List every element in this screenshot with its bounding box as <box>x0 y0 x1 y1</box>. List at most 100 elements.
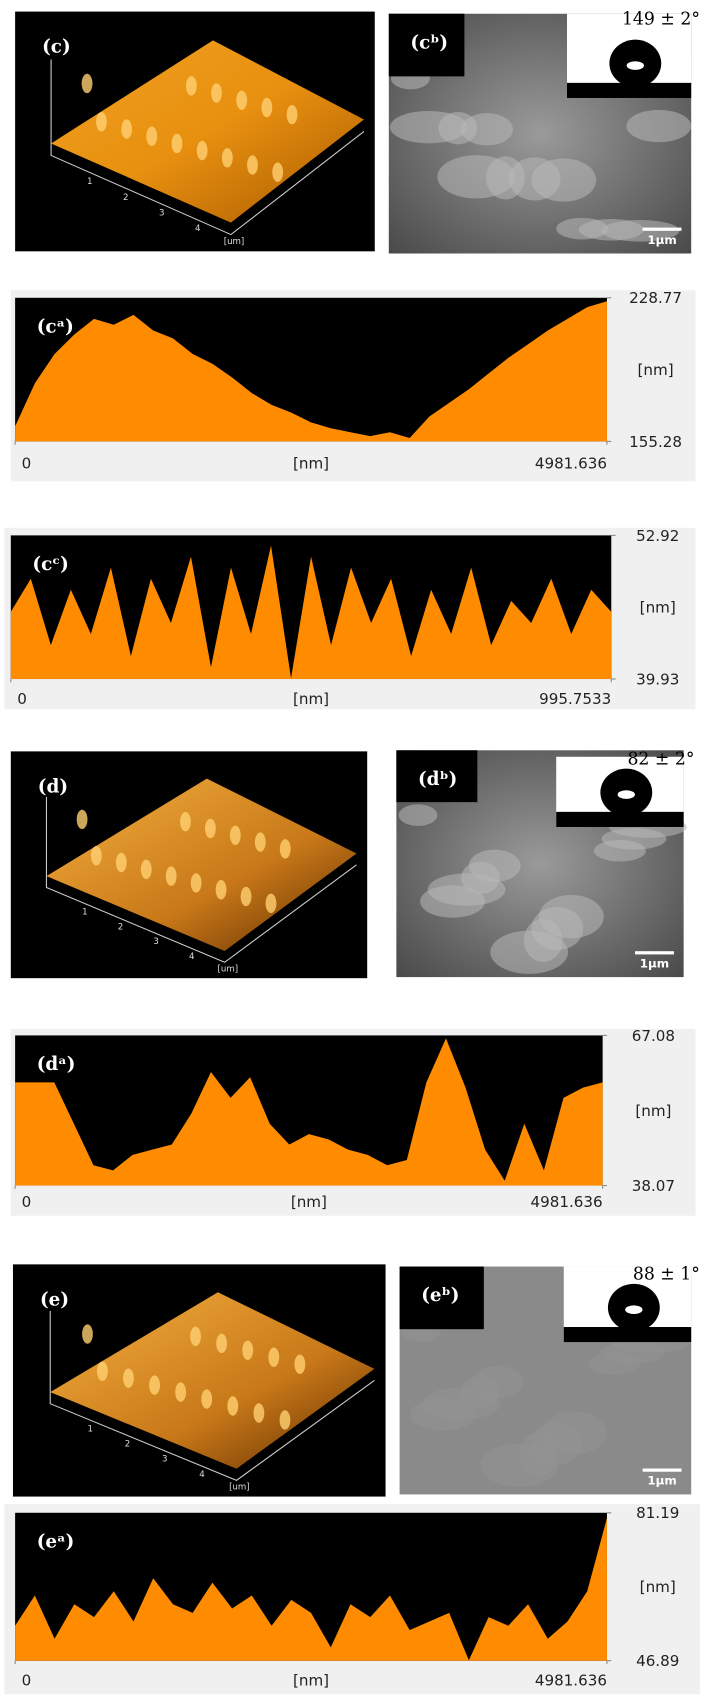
panel-label: (d) <box>38 776 68 797</box>
afm-unit: [um] <box>229 1483 250 1493</box>
contact-angle: 88 ± 1° <box>633 1265 700 1285</box>
x-tick-label: 0 <box>17 690 27 708</box>
panel-label: (eᵃ) <box>37 1531 75 1552</box>
afm-peak <box>280 839 291 858</box>
afm-peak <box>121 119 132 138</box>
afm-peak <box>191 873 202 892</box>
afm-tick: 4 <box>199 1470 205 1480</box>
afm-tick: 2 <box>125 1440 130 1450</box>
sem-texture <box>594 840 646 862</box>
sem-texture <box>481 1444 559 1487</box>
panel-label: (eᵇ) <box>421 1285 459 1306</box>
afm-peak <box>222 148 233 167</box>
panel-label: (dᵃ) <box>37 1054 76 1075</box>
afm-peak <box>287 105 298 124</box>
afm-peak <box>141 860 152 879</box>
afm-tick: 1 <box>87 1425 92 1435</box>
y-axis-label: [nm] <box>640 599 676 617</box>
sem-texture <box>420 885 485 917</box>
y-tick-label: 81.19 <box>636 1504 679 1522</box>
afm-peak <box>166 866 177 885</box>
y-tick-label: 52.92 <box>636 527 679 545</box>
afm-peak <box>149 1375 160 1394</box>
afm-peak <box>261 98 272 117</box>
afm-peak <box>272 162 283 181</box>
afm-tick: 2 <box>118 922 124 932</box>
afm-peak <box>280 1410 291 1429</box>
scale-bar <box>635 951 674 954</box>
sem-texture <box>556 218 608 240</box>
afm-tick: 4 <box>189 952 195 962</box>
scale-bar <box>643 1469 682 1472</box>
panel-label: (cᵃ) <box>37 316 74 337</box>
afm-peak <box>82 74 93 93</box>
afm-tick: 3 <box>159 208 165 218</box>
afm-peak <box>201 1389 212 1408</box>
afm-peak <box>242 1341 253 1360</box>
y-tick-label: 39.93 <box>636 670 679 688</box>
contact-angle: 82 ± 2° <box>627 749 694 769</box>
y-axis-label: [nm] <box>640 1578 676 1596</box>
afm-peak <box>253 1403 264 1422</box>
afm-peak <box>227 1396 238 1415</box>
afm-peak <box>241 887 252 906</box>
droplet-highlight <box>627 61 644 70</box>
afm-tick: 4 <box>195 224 201 234</box>
afm-tick: 3 <box>153 937 159 947</box>
afm-peak <box>180 812 191 831</box>
panel-label: (dᵇ) <box>418 769 457 790</box>
x-tick-label: 4981.636 <box>531 1193 603 1211</box>
x-tick-label: 0 <box>22 1193 32 1211</box>
afm-peak <box>146 127 157 146</box>
afm-peak <box>230 826 241 845</box>
sem-texture <box>490 931 568 974</box>
scale-bar <box>643 228 682 231</box>
x-axis-label: [nm] <box>293 454 329 472</box>
afm-tick: 1 <box>82 908 87 918</box>
y-axis-label: [nm] <box>638 361 674 379</box>
y-tick-label: 67.08 <box>632 1027 675 1045</box>
sem-texture <box>626 110 691 142</box>
sem-texture <box>390 111 468 143</box>
x-axis-label: [nm] <box>291 1193 327 1211</box>
scale-label: 1μm <box>647 1474 676 1488</box>
afm-peak <box>190 1327 201 1346</box>
afm-peak <box>97 1361 108 1380</box>
afm-peak <box>255 832 266 851</box>
x-tick-label: 4981.636 <box>535 454 607 472</box>
y-tick-label: 46.89 <box>636 1652 679 1670</box>
afm-peak <box>186 76 197 95</box>
afm-peak <box>266 894 277 913</box>
x-axis-label: [nm] <box>293 1672 329 1690</box>
sem-texture <box>410 1398 475 1430</box>
afm-peak <box>123 1368 134 1387</box>
contact-angle: 149 ± 2° <box>622 10 700 30</box>
x-tick-label: 995.7533 <box>539 690 611 708</box>
page: {"panels": [ {"label": "(c)", "ticks": [… <box>0 0 702 1695</box>
afm-peak <box>216 880 227 899</box>
afm-peak <box>175 1382 186 1401</box>
afm-peak <box>82 1324 93 1343</box>
y-tick-label: 155.28 <box>629 433 682 451</box>
afm-unit: [um] <box>218 964 239 974</box>
y-tick-label: 38.07 <box>632 1177 675 1195</box>
y-tick-label: 228.77 <box>629 289 682 307</box>
panel-label: (cᵇ) <box>410 32 448 53</box>
afm-tick: 2 <box>123 193 129 203</box>
scale-label: 1μm <box>640 956 669 970</box>
panel-label: (c) <box>42 37 71 58</box>
afm-peak <box>294 1355 305 1374</box>
sem-texture <box>589 1353 641 1375</box>
afm-tick: 3 <box>162 1455 168 1465</box>
panel-label: (e) <box>40 1289 69 1310</box>
afm-peak <box>116 853 127 872</box>
afm-peak <box>247 155 258 174</box>
sem-texture <box>437 155 515 198</box>
droplet-highlight <box>618 790 635 799</box>
afm-unit: [um] <box>224 237 245 247</box>
figure: 1234[um](c)1234[um](d)1234[um](e)(cᵇ)149… <box>0 0 702 1695</box>
x-tick-label: 0 <box>22 454 32 472</box>
afm-peak <box>197 141 208 160</box>
x-tick-label: 4981.636 <box>535 1672 607 1690</box>
afm-peak <box>91 846 102 865</box>
